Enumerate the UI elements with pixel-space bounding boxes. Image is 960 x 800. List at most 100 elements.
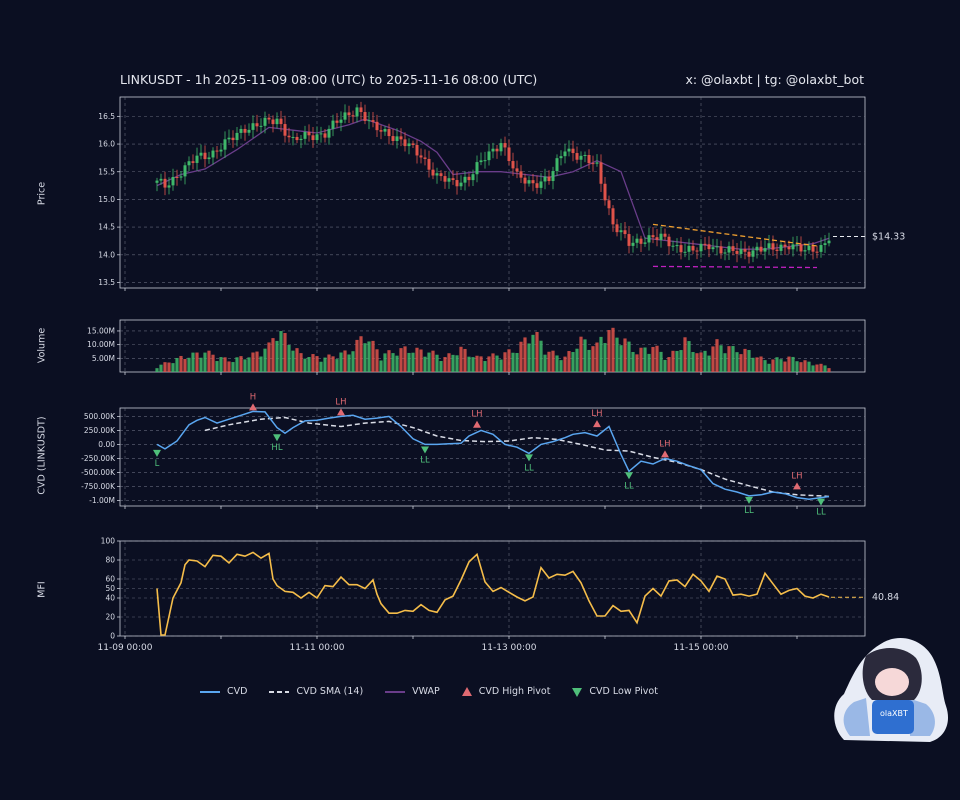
candle-body	[607, 200, 611, 209]
candle-body	[539, 181, 543, 188]
candle-body	[683, 251, 687, 253]
volume-bar	[199, 357, 203, 372]
candle-body	[743, 249, 747, 252]
candle-body	[483, 160, 487, 162]
legend-label: VWAP	[412, 686, 440, 697]
volume-bar	[723, 353, 727, 372]
volume-bar	[267, 342, 271, 372]
volume-bar	[667, 357, 671, 372]
mfi-line	[156, 551, 830, 636]
candle-body	[223, 139, 227, 150]
candle-body	[799, 244, 803, 252]
candle-body	[383, 129, 387, 132]
volume-bar	[355, 339, 359, 372]
volume-bar	[511, 352, 515, 372]
volume-bar	[295, 348, 299, 372]
volume-bar	[407, 352, 411, 372]
price-panel-ytick-label: 16.0	[98, 140, 115, 149]
candle-body	[515, 168, 519, 172]
candle-body	[415, 144, 419, 156]
cvd-low-pivot-marker	[525, 454, 533, 462]
volume-bar	[555, 355, 559, 372]
candle-body	[535, 183, 539, 188]
candle-body	[183, 165, 187, 177]
volume-bar	[191, 352, 195, 372]
volume-bar	[399, 348, 403, 372]
volume-bar	[755, 357, 759, 372]
candle-body	[307, 131, 311, 136]
candle-body	[231, 137, 235, 141]
candle-body	[179, 176, 183, 178]
volume-panel-ytick-label: 15.00M	[87, 327, 115, 336]
volume-bar	[799, 362, 803, 372]
volume-bar	[211, 354, 215, 372]
candle-body	[723, 252, 727, 254]
volume-bar	[367, 341, 371, 372]
volume-bar	[499, 359, 503, 372]
cvd-panel-frame	[119, 407, 866, 507]
volume-bar	[479, 356, 483, 372]
volume-bar	[547, 351, 551, 372]
volume-bar	[615, 337, 619, 372]
volume-bar	[315, 356, 319, 372]
volume-bar	[675, 350, 679, 372]
candle-body	[491, 148, 495, 152]
volume-bar	[763, 360, 767, 372]
volume-bar	[811, 365, 815, 372]
volume-bar	[583, 339, 587, 372]
volume-bar	[711, 346, 715, 372]
candle-body	[739, 249, 743, 254]
volume-bar	[463, 348, 467, 372]
candle-body	[635, 238, 639, 243]
candle-body	[771, 243, 775, 250]
volume-bar	[283, 333, 287, 372]
volume-bar	[571, 352, 575, 372]
volume-bar	[543, 354, 547, 372]
candle-body	[727, 246, 731, 253]
volume-bar	[395, 355, 399, 372]
candle-body	[347, 112, 351, 116]
candle-body	[671, 245, 675, 247]
candle-body	[659, 233, 663, 240]
volume-bar	[435, 354, 439, 372]
candle-body	[551, 171, 555, 182]
volume-bar	[447, 353, 451, 372]
candle-body	[691, 245, 695, 251]
candle-body	[159, 178, 163, 181]
candle-body	[351, 115, 355, 117]
candle-body	[779, 244, 783, 251]
mascot-logo: olaXBT	[834, 638, 949, 742]
candle-body	[431, 169, 435, 176]
candle-body	[255, 123, 259, 127]
legend-item-vwap: VWAP	[385, 686, 440, 697]
candle-body	[423, 157, 427, 159]
candle-body	[815, 251, 819, 253]
cvd-panel-ytick-label: -250.00K	[81, 454, 116, 463]
candle-body	[563, 151, 567, 157]
cvd-panel-ytick-label: -500.00K	[81, 468, 116, 477]
volume-bar	[243, 359, 247, 372]
candle-body	[827, 240, 831, 244]
trendline-lower	[652, 265, 818, 269]
candle-body	[715, 246, 719, 248]
volume-bar	[631, 351, 635, 372]
x-tick-label: 11-11 00:00	[290, 643, 345, 653]
volume-bar	[351, 351, 355, 372]
candle-body	[763, 248, 767, 252]
volume-bar	[347, 354, 351, 372]
volume-bar	[607, 330, 611, 372]
volume-bar	[695, 353, 699, 372]
volume-bar	[319, 361, 323, 372]
volume-panel-ytick-label: 5.00M	[92, 354, 115, 363]
volume-bar	[559, 360, 563, 372]
price-panel-ytick-label: 15.5	[98, 167, 115, 176]
candle-body	[263, 117, 267, 126]
solid-line-icon	[200, 690, 220, 693]
volume-bar	[623, 338, 627, 372]
candle-body	[707, 244, 711, 250]
candle-body	[519, 171, 523, 178]
cvd-panel-ytick-label: 250.00K	[84, 426, 116, 435]
candle-body	[199, 152, 203, 156]
candle-body	[511, 161, 515, 169]
volume-bar	[599, 336, 603, 372]
